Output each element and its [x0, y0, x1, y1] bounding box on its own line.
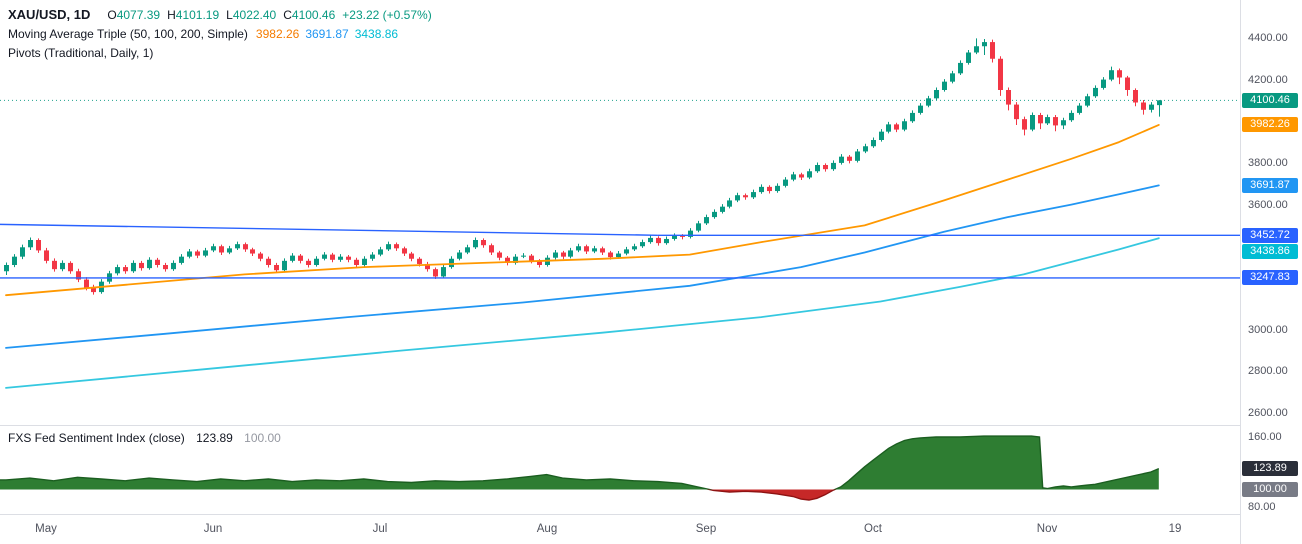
ma-legend-row: Moving Average Triple (50, 100, 200, Sim…	[8, 25, 432, 44]
ohlc-high-label: H	[167, 8, 176, 22]
indicator-values-ma: 3982.26 3691.87 3438.86	[256, 25, 404, 44]
change-value: +23.22 (+0.57%)	[342, 8, 432, 22]
ohlc-close-label: C	[283, 8, 292, 22]
time-axis-separator	[0, 514, 1302, 515]
ohlc-close-value: 4100.46	[291, 8, 336, 22]
time-axis-label: Oct	[864, 523, 882, 535]
sentiment-badge: 123.89	[1242, 461, 1298, 477]
time-axis[interactable]: MayJunJulAugSepOctNov19Dec	[0, 515, 1302, 544]
ma-value: 3982.26	[255, 27, 300, 41]
sentiment-badge: 100.00	[1242, 482, 1298, 497]
price-chart-canvas[interactable]	[0, 0, 1240, 514]
sentiment-tick-label: 160.00	[1248, 431, 1282, 444]
time-axis-label: Sep	[695, 523, 717, 535]
time-axis-label: Jun	[203, 523, 223, 535]
ohlc-low-value: 4022.40	[232, 8, 277, 22]
ma-value: 3691.87	[305, 27, 349, 41]
indicator-title-ma-triple[interactable]: Moving Average Triple (50, 100, 200, Sim…	[8, 27, 248, 41]
indicator-title-pivots[interactable]: Pivots (Traditional, Daily, 1)	[8, 46, 154, 60]
ohlc-open-label: O	[107, 8, 117, 22]
indicator-title-sentiment[interactable]: FXS Fed Sentiment Index (close)	[8, 431, 185, 445]
price-tick-label: 3000.00	[1248, 323, 1288, 336]
ohlc-high-value: 4101.19	[175, 8, 220, 22]
legend: XAU/USD, 1D O 4077.39 H 4101.19 L 4022.40 C…	[8, 5, 432, 63]
sentiment-legend: FXS Fed Sentiment Index (close) 123.89 1…	[8, 431, 281, 445]
price-tick-label: 3600.00	[1248, 198, 1288, 211]
ohlc-open-value: 4077.39	[116, 8, 161, 22]
price-tick-label: 3800.00	[1248, 156, 1288, 169]
time-axis-label: Aug	[536, 523, 558, 535]
sentiment-tick-label: 80.00	[1248, 501, 1276, 513]
symbol-title[interactable]: XAU/USD, 1D	[8, 7, 91, 22]
pane-separator[interactable]	[0, 425, 1302, 426]
time-axis-label: Jul	[372, 523, 388, 535]
ohlc-low-label: L	[226, 8, 233, 22]
price-tick-label: 2800.00	[1248, 365, 1288, 378]
price-badge: 3452.72	[1242, 227, 1298, 243]
price-axis-border	[1240, 0, 1241, 544]
time-axis-label: Nov	[1036, 523, 1058, 535]
time-axis-label: 19	[1168, 523, 1182, 535]
price-tick-label: 4400.00	[1248, 31, 1288, 44]
price-badge: 3438.86	[1242, 243, 1298, 259]
sentiment-value: 123.89	[196, 431, 233, 445]
ma-value: 3438.86	[354, 27, 399, 41]
symbol-legend-row: XAU/USD, 1D O 4077.39 H 4101.19 L 4022.40 C…	[8, 5, 432, 25]
price-tick-label: 2600.00	[1248, 406, 1288, 419]
price-badge: 4100.46	[1242, 92, 1298, 108]
sentiment-baseline-value: 100.00	[244, 431, 281, 445]
price-badge: 3982.26	[1242, 117, 1298, 133]
price-axis[interactable]: 4400.00 4200.00 3800.00 3600.00 3000.00 2800.…	[1240, 0, 1302, 544]
price-tick-label: 4200.00	[1248, 73, 1288, 86]
price-badge: 3691.87	[1242, 177, 1298, 193]
price-badge: 3247.83	[1242, 270, 1298, 286]
pivots-legend-row: Pivots (Traditional, Daily, 1)	[8, 44, 432, 63]
time-axis-label: May	[35, 523, 57, 535]
